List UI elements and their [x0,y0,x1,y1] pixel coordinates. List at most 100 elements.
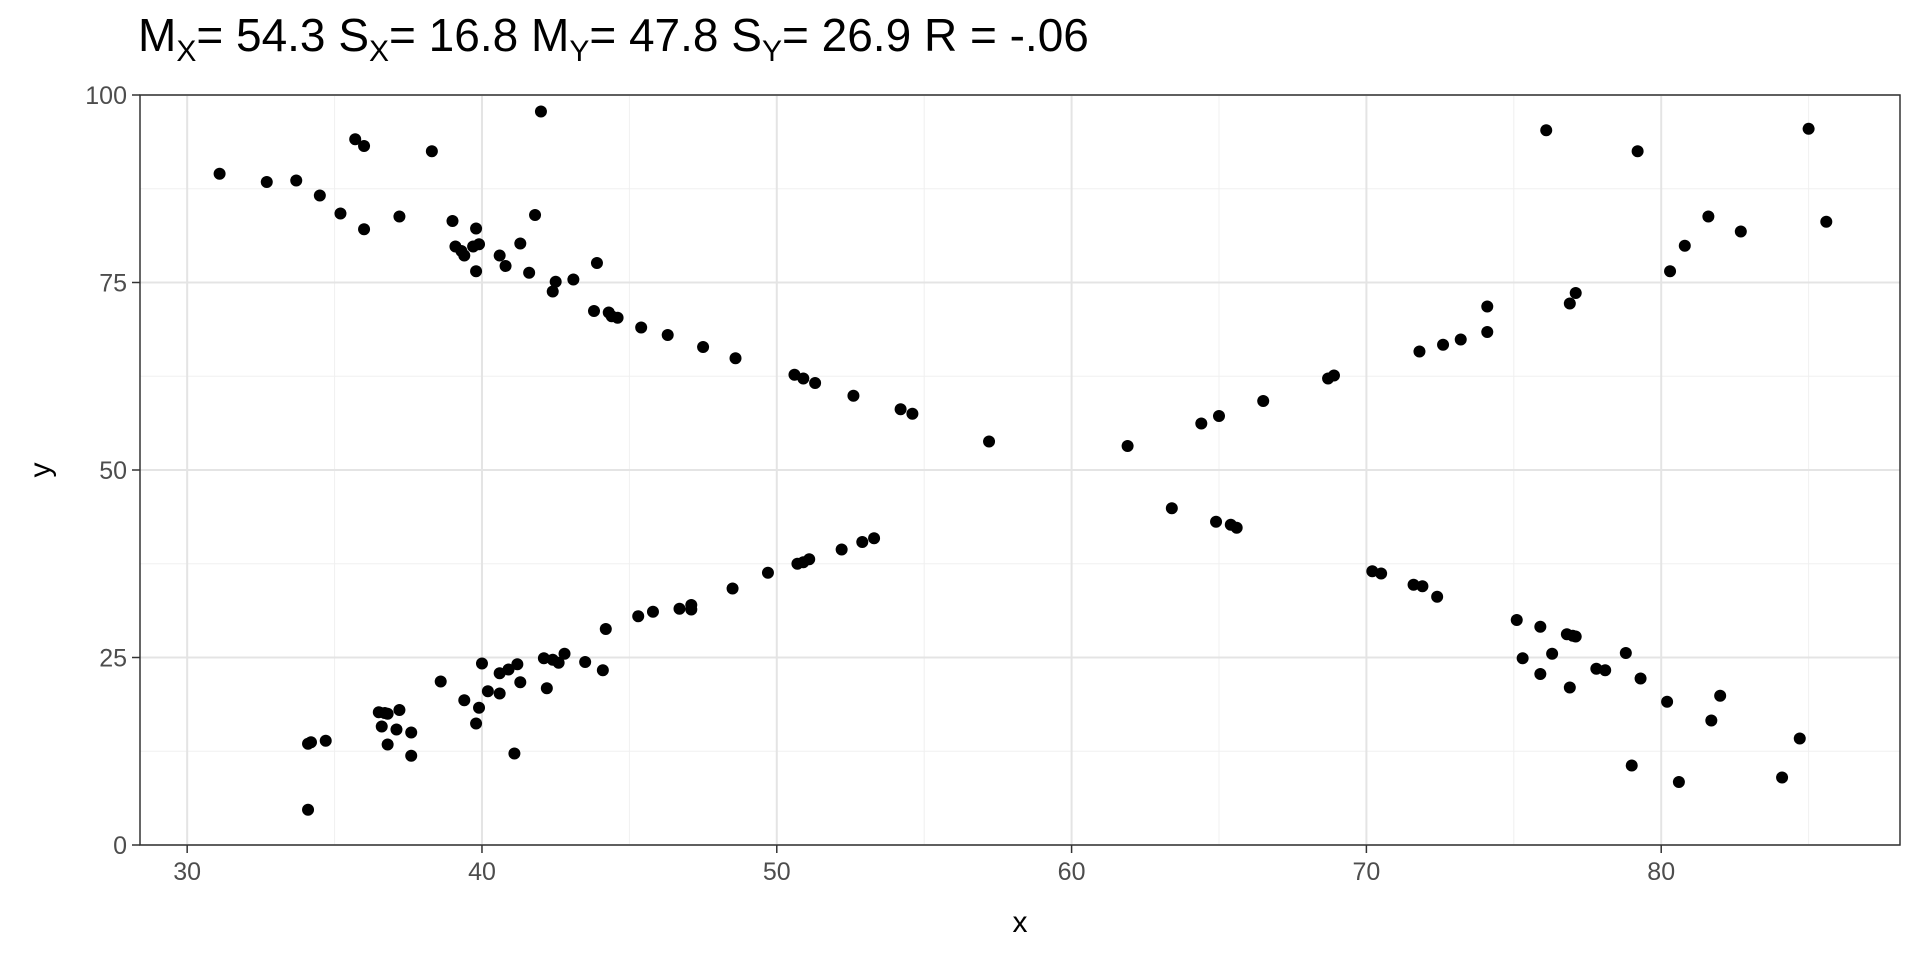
data-point [1702,210,1715,223]
x-tick-label: 80 [1647,858,1675,886]
data-point [493,249,506,262]
data-point [358,140,371,152]
data-point [358,223,371,236]
data-point [470,222,483,235]
data-point [726,582,739,595]
data-point [313,189,326,202]
data-point [1619,647,1632,659]
data-point [1793,732,1806,745]
data-point [1563,681,1576,694]
data-point [213,167,226,180]
data-point [425,145,438,158]
data-point [334,207,347,220]
data-point [797,372,810,385]
data-point [470,717,483,730]
data-point [499,260,512,272]
x-axis-title: x [1013,906,1028,939]
sy-value: = 26.9 [782,9,912,61]
data-point [1631,145,1644,158]
x-tick-label: 60 [1058,858,1086,886]
correlation-value: R = -.06 [923,9,1089,61]
mx-value: = 54.3 [196,9,326,61]
sy-subscript: Y [761,35,782,68]
sx-subscript: X [369,35,390,68]
data-point [1431,590,1444,603]
data-point [1590,662,1603,675]
data-point [567,273,580,286]
data-point [1375,567,1388,580]
data-point [1516,652,1529,665]
data-point [1634,672,1647,685]
data-point [319,734,332,747]
data-point [1454,333,1467,346]
data-point [635,321,648,334]
data-point [661,329,674,341]
data-point [493,687,506,700]
data-point [588,305,601,317]
data-point [523,266,536,279]
mx-subscript: X [176,35,197,68]
data-point [868,532,881,545]
data-point [470,265,483,278]
data-point [558,647,571,660]
data-point [1437,338,1450,351]
mx-label: M [138,9,177,61]
data-point [349,133,362,146]
my-subscript: Y [569,35,590,68]
data-point [375,720,388,733]
data-point [393,210,406,223]
data-point [1599,664,1612,677]
sy-label: S [731,9,762,61]
data-point [458,694,471,707]
data-point [473,238,486,251]
data-point [1678,239,1691,252]
data-point [458,249,471,262]
data-point [552,656,565,669]
data-point [835,543,848,556]
data-point [434,675,447,688]
data-point [685,599,698,611]
data-point [632,610,645,623]
y-tick-label: 100 [85,82,127,110]
data-point [611,311,624,324]
data-point [260,176,273,188]
data-point [906,407,919,420]
data-point [1563,297,1576,310]
y-tick-label: 25 [99,645,127,673]
data-point [473,701,486,714]
data-point [405,749,418,762]
data-point [381,707,394,720]
data-point [1413,345,1426,358]
data-point [1534,620,1547,633]
x-tick-label: 50 [763,858,791,886]
data-point [1705,714,1718,727]
grid-major [140,94,1900,846]
data-point [1534,668,1547,680]
data-point [1714,689,1727,702]
data-point [1121,440,1134,452]
data-point [1661,695,1674,708]
data-point [1230,521,1243,534]
data-point [1776,771,1789,784]
data-point [983,435,996,448]
data-point [546,285,559,298]
data-point [534,105,547,118]
data-point [856,536,869,548]
data-point [1546,647,1559,660]
sx-value: = 16.8 [389,9,519,61]
y-tick-label: 75 [99,270,127,298]
data-point [809,377,822,389]
data-point [1407,578,1420,591]
data-point [405,726,418,739]
x-tick-label: 40 [468,858,496,886]
data-point [529,209,542,221]
data-point [540,682,553,695]
chart-title: MX= 54.3 SX= 16.8 MY= 47.8 SY= 26.9 R = … [138,8,1089,69]
axis-ticks [132,94,1662,853]
data-point [481,685,494,698]
my-value: = 47.8 [589,9,719,61]
data-point [1327,369,1340,382]
data-point [1165,502,1178,515]
data-point [537,652,550,665]
x-tick-label: 70 [1352,858,1380,886]
